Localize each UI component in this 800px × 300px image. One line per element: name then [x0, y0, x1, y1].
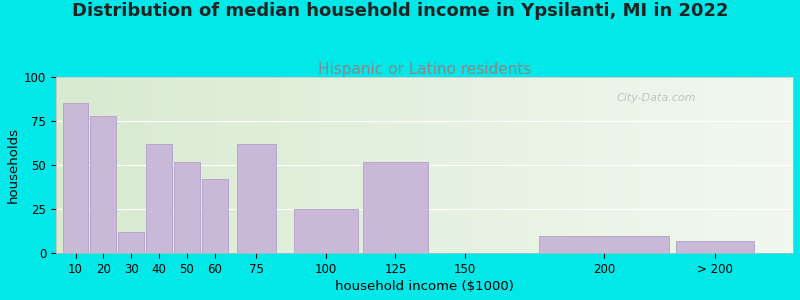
Title: Hispanic or Latino residents: Hispanic or Latino residents	[318, 62, 531, 77]
Text: Distribution of median household income in Ypsilanti, MI in 2022: Distribution of median household income …	[72, 2, 728, 20]
Text: City-Data.com: City-Data.com	[616, 93, 696, 103]
Bar	[90, 116, 116, 253]
Bar	[294, 209, 358, 253]
Bar	[174, 161, 200, 253]
X-axis label: household income ($1000): household income ($1000)	[335, 280, 514, 293]
Bar	[202, 179, 227, 253]
Y-axis label: households: households	[7, 127, 20, 203]
Bar	[62, 103, 89, 253]
Bar	[118, 232, 144, 253]
Bar	[237, 144, 276, 253]
Bar	[363, 161, 428, 253]
Bar	[146, 144, 172, 253]
Bar	[676, 241, 754, 253]
Bar	[539, 236, 669, 253]
